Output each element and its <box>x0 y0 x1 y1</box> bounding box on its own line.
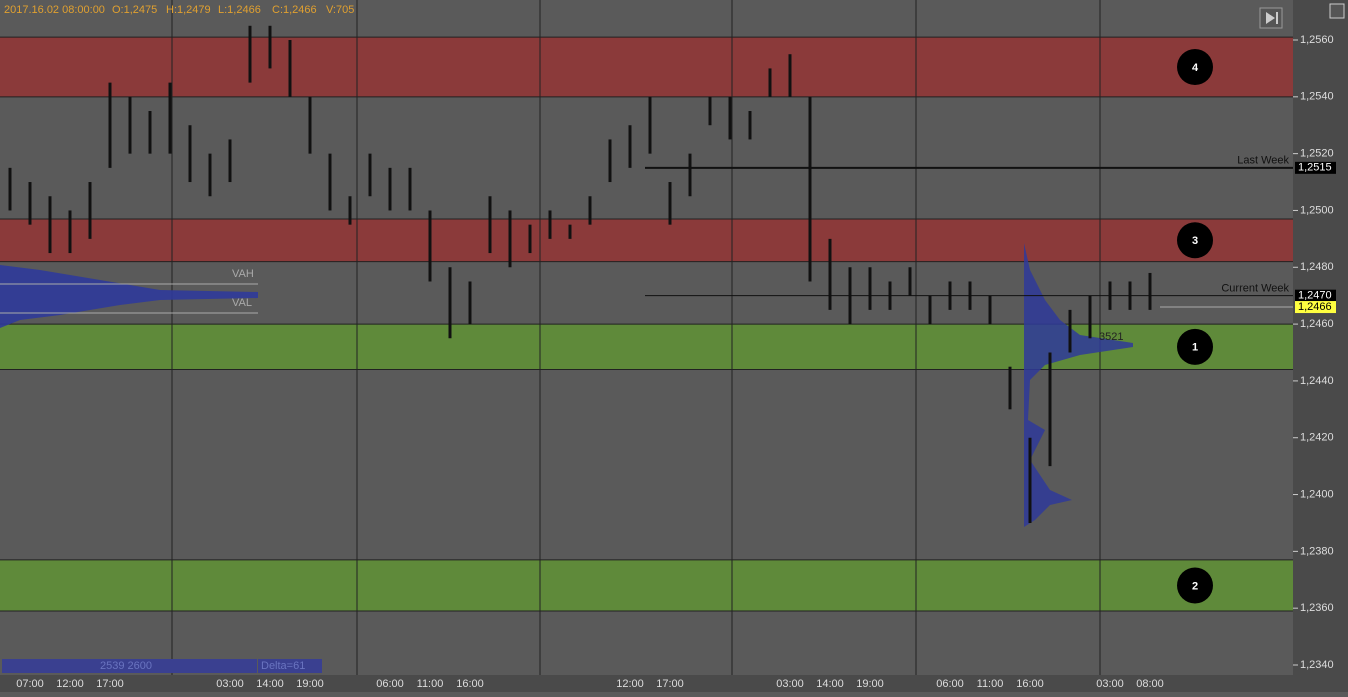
price-axis-panel <box>1293 0 1348 692</box>
price-bars <box>8 25 1152 523</box>
zone <box>0 559 1293 612</box>
x-tick-label: 14:00 <box>256 678 284 690</box>
level-badge <box>1295 161 1336 174</box>
y-tick-label: 1,2400 <box>1300 488 1334 500</box>
zone-badge <box>1177 222 1213 259</box>
zone-badge <box>1177 48 1213 85</box>
zone-badge <box>1177 567 1213 604</box>
current-price-badge <box>1295 301 1336 314</box>
zone <box>0 37 1293 97</box>
zone-number: 1 <box>1192 342 1198 354</box>
current-price-label: 1,2466 <box>1298 301 1332 313</box>
y-tick-label: 1,2420 <box>1300 432 1334 444</box>
zone-badge <box>1177 328 1213 365</box>
x-tick-label: 11:00 <box>977 678 1004 690</box>
level-name: Current Week <box>1221 283 1289 295</box>
x-tick-label: 19:00 <box>296 678 324 690</box>
time-axis-panel <box>0 675 1293 692</box>
header-volume: V:705 <box>326 4 354 16</box>
f-button[interactable] <box>1329 3 1345 19</box>
zone-number: 2 <box>1192 580 1198 592</box>
header: 2017.16.02 08:00:00 O:1,2475 H:1,2479 L:… <box>4 4 354 16</box>
vah-label: VAH <box>232 268 254 280</box>
y-tick-label: 1,2500 <box>1300 204 1334 216</box>
header-low: L:1,2466 <box>218 4 261 16</box>
x-tick-label: 14:00 <box>816 678 844 690</box>
header-datetime: 2017.16.02 08:00:00 <box>4 4 105 16</box>
level-badge-label: 1,2470 <box>1298 290 1332 302</box>
zone <box>0 218 1293 262</box>
level-name: Last Week <box>1237 155 1289 167</box>
x-tick-label: 06:00 <box>936 678 964 690</box>
x-tick-label: 03:00 <box>1096 678 1124 690</box>
val-label: VAL <box>232 297 252 309</box>
x-tick-label: 17:00 <box>96 678 124 690</box>
y-tick-label: 1,2380 <box>1300 545 1334 557</box>
level-badge <box>1295 289 1336 302</box>
grid <box>171 0 1101 675</box>
x-tick-label: 16:00 <box>1016 678 1044 690</box>
header-high: H:1,2479 <box>166 4 211 16</box>
x-tick-label: 12:00 <box>56 678 84 690</box>
y-tick-label: 1,2540 <box>1300 91 1334 103</box>
y-tick-label: 1,2360 <box>1300 602 1334 614</box>
x-tick-label: 12:00 <box>616 678 644 690</box>
poc-volume: 3521 <box>1099 331 1123 343</box>
zone-number: 4 <box>1192 62 1199 74</box>
footer-delta-bar <box>258 659 322 673</box>
zone-number: 3 <box>1192 235 1198 247</box>
jump-icon <box>1266 12 1278 24</box>
x-tick-label: 08:00 <box>1136 678 1164 690</box>
header-open: O:1,2475 <box>112 4 157 16</box>
x-tick-label: 06:00 <box>376 678 404 690</box>
y-tick-label: 1,2440 <box>1300 375 1334 387</box>
overlay: 4 3 1 2 Last Week Current Week <box>645 48 1293 604</box>
footer-delta: Delta=61 <box>261 660 305 672</box>
x-tick-label: 03:00 <box>216 678 244 690</box>
left-volume-profile <box>0 265 258 328</box>
x-tick-label: 03:00 <box>776 678 804 690</box>
x-tick-label: 17:00 <box>656 678 684 690</box>
level-badge-label: 1,2515 <box>1298 162 1332 174</box>
header-close: C:1,2466 <box>272 4 317 16</box>
y-tick-label: 1,2480 <box>1300 261 1334 273</box>
y-tick-label: 1,2520 <box>1300 148 1334 160</box>
footer-volume-bar <box>2 659 257 673</box>
y-tick-label: 1,2560 <box>1300 34 1334 46</box>
y-tick-label: 1,2340 <box>1300 659 1334 671</box>
x-tick-label: 11:00 <box>417 678 444 690</box>
x-tick-label: 16:00 <box>456 678 484 690</box>
right-volume-profile <box>1024 243 1133 527</box>
x-tick-label: 07:00 <box>16 678 44 690</box>
zones <box>0 36 1293 612</box>
y-tick-label: 1,2460 <box>1300 318 1334 330</box>
x-tick-label: 19:00 <box>856 678 884 690</box>
footer-volumes: 2539 2600 <box>100 660 152 672</box>
